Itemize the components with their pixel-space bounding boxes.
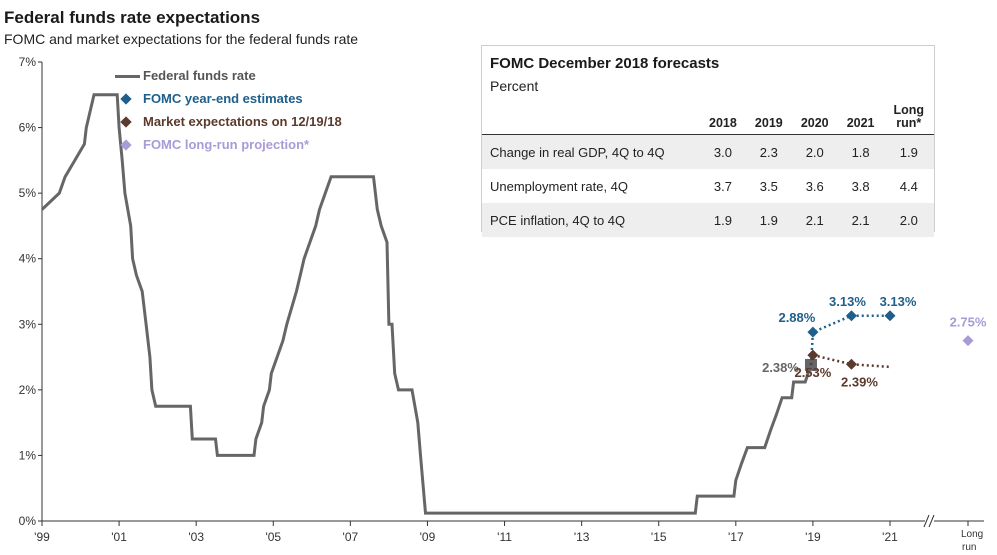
x-tick-label-longrun: run [962,542,976,553]
x-tick-label: '15 [651,530,667,544]
x-tick-label-longrun: Long [961,529,983,540]
y-tick-label: 7% [19,55,37,69]
forecast-table-corner [482,98,700,135]
y-tick-label: 6% [19,121,37,135]
x-tick-label: '09 [420,530,436,544]
forecast-cell: 4.4 [899,178,918,194]
forecast-table-column-header: Long run* [893,103,925,130]
y-tick-label: 3% [19,317,37,331]
fomc-estimate-label: 2.88% [778,310,815,325]
legend-item: FOMC long-run projection* [115,133,342,156]
forecast-cell: 1.9 [883,134,934,169]
chart-title: Federal funds rate expectations [4,8,261,27]
long-run-projection-label: 2.75% [950,315,987,330]
axis-break-mark [923,514,930,528]
y-tick-label: 5% [19,186,37,200]
forecast-table-column-header: 2020 [800,116,829,130]
forecast-cell: 3.6 [805,178,824,194]
market-expectations-dotted-line [809,353,891,369]
forecast-row-label: Unemployment rate, 4Q [490,178,629,194]
x-tick-label: '03 [188,530,204,544]
legend-label: Market expectations on 12/19/18 [143,114,342,129]
forecast-cell: 3.8 [851,178,870,194]
fomc-estimate-point [845,310,857,322]
fomc-estimates-dotted-line [809,314,890,366]
x-tick-label: '11 [497,530,512,544]
legend-item: Federal funds rate [115,64,342,87]
forecast-cell: 1.9 [700,203,746,237]
forecast-table-column-header: 2021 [846,116,875,130]
forecast-table-column-header: 2018 [709,116,737,130]
forecast-table-row: Change in real GDP, 4Q to 4Q 3.0 2.3 2.0 1.8… [482,134,934,169]
y-tick-label: 0% [19,514,37,528]
forecast-table-header-row: 2018 2019 2020 2021 Long run* [482,98,934,135]
forecast-cell: 1.9 [745,203,792,237]
fomc-estimate-point [807,326,819,338]
forecast-table-row: PCE inflation, 4Q to 4Q 1.9 1.9 2.1 2.1 2.0 [482,203,934,237]
forecast-cell: 2.1 [837,203,884,237]
forecast-row-label: Change in real GDP, 4Q to 4Q [482,134,700,169]
forecast-table-column-header: 2019 [754,116,783,130]
federal-funds-rate-line [40,93,813,515]
y-tick-label: 4% [19,252,37,266]
chart-subtitle: FOMC and market expectations for the fed… [4,31,359,47]
forecast-cell: 2.0 [883,203,934,237]
forecast-row-label: PCE inflation, 4Q to 4Q [482,203,700,237]
current-rate-label: 2.38% [762,360,799,375]
forecast-cell: 3.0 [700,134,746,169]
x-tick-label: '01 [111,530,127,544]
x-tick-label: '05 [265,530,281,544]
market-expectation-label: 2.39% [841,374,878,389]
y-tick-label: 1% [19,448,37,462]
legend-item: Market expectations on 12/19/18 [115,110,342,133]
x-tick-label: '17 [728,530,744,544]
fomc-estimate-label: 3.13% [829,294,866,309]
legend-diamond-swatch [115,115,143,129]
forecast-cell: 3.5 [759,178,778,194]
legend-diamond-swatch [115,92,143,106]
legend-label: Federal funds rate [143,68,256,83]
market-expectation-point [845,358,857,370]
forecast-table-subtitle: Percent [490,78,539,94]
fomc-estimate-label: 3.13% [880,294,917,309]
x-tick-label: '99 [34,530,50,544]
forecast-cell: 2.3 [745,134,792,169]
forecast-table-row: Unemployment rate, 4Q 3.7 3.5 3.6 3.8 4.4 [482,169,934,203]
legend-label: FOMC year-end estimates [143,91,303,106]
forecast-cell: 2.0 [791,134,838,169]
long-run-projection-point [962,335,974,347]
forecast-cell: 1.8 [837,134,884,169]
axis-break-mark [928,514,935,528]
legend-line-swatch [115,69,143,83]
legend-item: FOMC year-end estimates [115,87,342,110]
forecast-cell: 2.1 [791,203,838,237]
x-tick-label: '19 [805,530,821,544]
legend-label: FOMC long-run projection* [143,137,310,152]
forecast-cell: 3.7 [713,178,732,194]
forecast-table-title: FOMC December 2018 forecasts [490,55,720,72]
x-tick-label: '13 [574,530,590,544]
forecast-table: 2018 2019 2020 2021 Long run* Change in real … [482,98,934,237]
legend-diamond-swatch [115,138,143,152]
chart-legend: Federal funds rate FOMC year-end estimate… [115,64,342,156]
forecast-table-panel: FOMC December 2018 forecasts Percent 201… [481,45,935,237]
market-expectation-label: 2.53% [794,365,831,380]
x-tick-label: '21 [882,530,898,544]
fomc-estimate-point [884,310,896,322]
x-tick-label: '07 [343,530,359,544]
y-tick-label: 2% [19,383,37,397]
market-expectation-point [807,349,819,361]
